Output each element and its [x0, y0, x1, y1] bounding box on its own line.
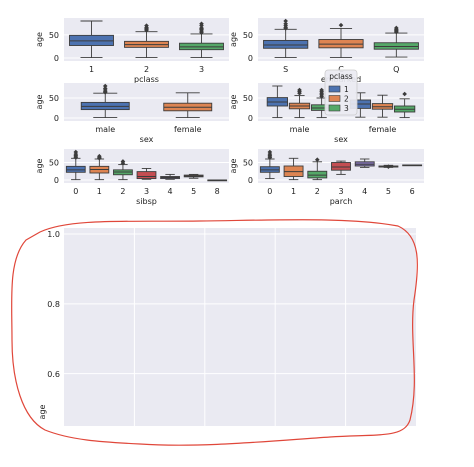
y-tick-label: 0	[248, 114, 253, 123]
outlier-point	[144, 23, 149, 28]
x-axis-label: parch	[330, 197, 353, 206]
x-tick-label: Q	[393, 65, 399, 74]
box-4-0	[65, 165, 86, 173]
outlier-point	[338, 22, 344, 28]
outlier-point	[120, 159, 126, 164]
red-outline-annotation	[11, 219, 418, 446]
outlier-point	[199, 21, 204, 27]
x-tick-label: 1	[291, 187, 296, 196]
y-tick-label: 50	[49, 159, 59, 168]
y-tick-label: 50	[49, 94, 59, 103]
x-tick-label: 1	[97, 187, 102, 196]
y-axis-label: age	[35, 158, 44, 173]
outlier-point	[394, 25, 399, 31]
x-tick-label: 2	[144, 65, 149, 74]
outlier-point	[402, 91, 407, 97]
outlier-point	[283, 18, 288, 24]
y-tick-label: 50	[243, 94, 253, 103]
panel-parch-5: 0 50 age 0 1 2 3 4 5 6 parch	[229, 149, 424, 206]
y-axis-label: age	[229, 94, 238, 109]
x-tick-label: S	[283, 65, 288, 74]
x-tick-label: 1	[89, 65, 94, 74]
legend-label-3: 3	[344, 104, 349, 113]
y-tick-label: 0	[54, 54, 59, 63]
x-tick-label: C	[338, 65, 344, 74]
legend: pclass 123	[324, 69, 358, 116]
y-axis-label: age	[38, 404, 47, 419]
y-tick-label: 50	[49, 31, 59, 40]
x-tick-label: female	[174, 125, 202, 134]
y-tick-label: 0	[248, 176, 253, 185]
panel-sex-2: 0 50 age male female sex	[35, 83, 229, 144]
x-tick-label: 3	[199, 65, 204, 74]
y-tick-label: 0.8	[47, 300, 60, 309]
legend-swatch-2	[328, 95, 341, 102]
outlier-point	[283, 21, 288, 27]
x-tick-label: 5	[386, 187, 391, 196]
outlier-point	[297, 87, 302, 93]
outlier-point	[73, 149, 79, 155]
y-axis-label: age	[229, 32, 238, 47]
outlier-point	[97, 153, 102, 159]
x-tick-label: 3	[338, 187, 343, 196]
legend-label-1: 1	[344, 85, 349, 94]
y-tick-label: 0	[248, 54, 253, 63]
x-tick-label: male	[95, 125, 115, 134]
x-axis-label: sibsp	[136, 197, 157, 206]
outlier-point	[319, 87, 324, 93]
y-axis-label: age	[35, 32, 44, 47]
y-tick-label: 50	[243, 31, 253, 40]
x-tick-label: 2	[120, 187, 125, 196]
box-5-3	[331, 162, 351, 171]
panel-pclass-0: 0 50 age 1 2 3 pclass	[35, 18, 229, 84]
x-axis-label: sex	[140, 135, 154, 144]
panel-sibsp-4: 0 50 age 0 1 2 3 4 5 8 sibsp	[35, 149, 229, 206]
y-axis-label: age	[229, 158, 238, 173]
legend-swatch-1	[328, 85, 341, 93]
outlier-point	[267, 149, 273, 155]
legend-label-2: 2	[344, 95, 349, 104]
y-tick-label: 1.0	[47, 230, 60, 239]
box-5-2	[307, 170, 328, 179]
panel-empty-age: 1.0 0.8 0.6 age	[38, 228, 416, 426]
outlier-point	[314, 157, 320, 162]
outlier-point	[102, 86, 108, 91]
x-tick-label: 2	[315, 187, 320, 196]
plot-area	[64, 228, 416, 426]
outlier-point	[102, 83, 108, 89]
x-axis-label: pclass	[134, 75, 159, 84]
x-tick-label: 3	[144, 187, 149, 196]
x-tick-label: 4	[362, 187, 367, 196]
y-tick-label: 0.6	[47, 370, 60, 379]
box-1-0	[263, 39, 309, 49]
x-axis-label: sex	[334, 135, 348, 144]
y-axis-label: age	[35, 94, 44, 109]
y-tick-label: 0	[54, 114, 59, 123]
x-tick-label: 8	[215, 187, 220, 196]
x-tick-label: 6	[410, 187, 415, 196]
box-4-3	[136, 171, 157, 180]
legend-frame	[324, 69, 358, 116]
x-tick-label: 5	[191, 187, 196, 196]
x-tick-label: 4	[168, 187, 173, 196]
x-tick-label: 0	[73, 187, 78, 196]
outlier-point	[199, 25, 204, 31]
y-tick-label: 50	[243, 159, 253, 168]
x-tick-label: female	[369, 125, 397, 134]
y-tick-label: 0	[54, 176, 59, 185]
panel-sex-3: 0 50 age male female sex pclass 123	[229, 69, 424, 144]
outlier-point	[386, 164, 391, 169]
x-tick-label: male	[290, 125, 310, 134]
legend-swatch-3	[328, 104, 341, 112]
x-tick-label: 0	[267, 187, 272, 196]
legend-title: pclass	[329, 72, 352, 81]
